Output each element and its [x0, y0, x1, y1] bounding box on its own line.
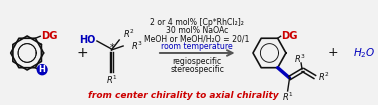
Text: regiospecific: regiospecific: [173, 57, 222, 66]
Text: room temperature: room temperature: [161, 43, 233, 51]
Text: stereospecific: stereospecific: [170, 66, 224, 74]
Text: *: *: [110, 43, 115, 53]
Text: $H_2O$: $H_2O$: [353, 46, 375, 60]
Text: $R^1$: $R^1$: [282, 91, 293, 103]
Text: H: H: [39, 65, 46, 74]
Text: $R^3$: $R^3$: [131, 40, 143, 52]
Text: HO: HO: [80, 35, 96, 45]
Text: 2 or 4 mol% [Cp*RhCl₂]₂: 2 or 4 mol% [Cp*RhCl₂]₂: [150, 18, 244, 28]
Text: +: +: [328, 47, 339, 59]
Text: DG: DG: [282, 31, 298, 41]
Text: 30 mol% NaOAc: 30 mol% NaOAc: [166, 26, 228, 35]
Text: $R^2$: $R^2$: [123, 28, 135, 40]
Text: MeOH or MeOH/H₂O = 20/1: MeOH or MeOH/H₂O = 20/1: [144, 34, 250, 43]
Circle shape: [37, 65, 47, 75]
Text: $R^2$: $R^2$: [318, 71, 329, 83]
Text: $R^3$: $R^3$: [294, 53, 306, 65]
Text: from center chirality to axial chirality: from center chirality to axial chirality: [88, 91, 279, 100]
Text: +: +: [77, 46, 88, 60]
Text: $R^1$: $R^1$: [105, 74, 117, 86]
Text: DG: DG: [41, 31, 58, 41]
